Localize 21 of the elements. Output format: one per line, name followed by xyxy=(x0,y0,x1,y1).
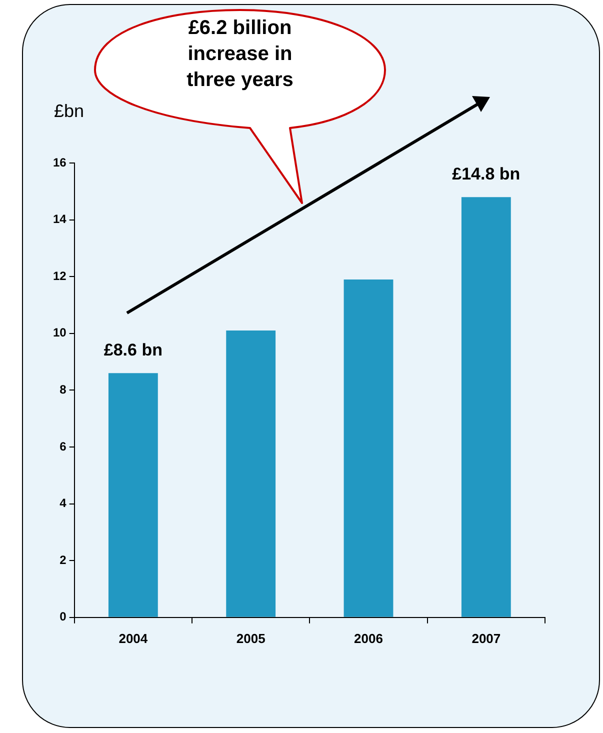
y-tick-label: 8 xyxy=(60,382,67,397)
y-tick-label: 14 xyxy=(52,212,67,226)
text: £6.2 billion increase in three years xyxy=(186,16,294,93)
x-tick-label: 2007 xyxy=(472,630,501,646)
bar xyxy=(461,197,511,617)
bar xyxy=(108,373,158,617)
y-tick-label: 16 xyxy=(52,155,67,170)
y-tick-label: 6 xyxy=(60,439,67,454)
data-label: £14.8 bn xyxy=(452,164,520,184)
bar xyxy=(226,330,276,617)
x-tick-label: 2005 xyxy=(236,630,266,646)
y-tick-label: 0 xyxy=(60,610,67,624)
x-tick-label: 2006 xyxy=(354,630,383,646)
y-tick-label: 2 xyxy=(60,552,67,567)
y-axis-title: £bn xyxy=(54,100,84,121)
x-tick-label: 2004 xyxy=(118,630,148,646)
y-tick-label: 4 xyxy=(60,496,67,510)
y-tick-label: 12 xyxy=(52,268,67,283)
data-label: £8.6 bn xyxy=(104,340,162,360)
bar xyxy=(344,279,394,617)
y-tick-label: 10 xyxy=(52,326,67,340)
